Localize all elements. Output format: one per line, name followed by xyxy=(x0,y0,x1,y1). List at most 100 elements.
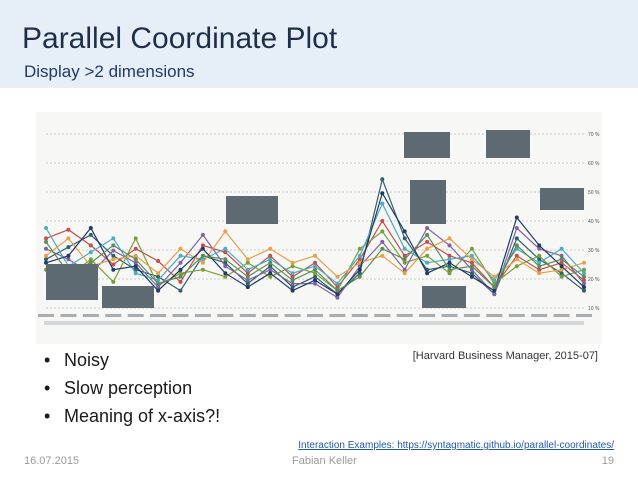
figure-series-point xyxy=(537,257,542,262)
figure-axis-label-mark xyxy=(374,314,391,317)
figure-y-tick-label: 70 % xyxy=(588,132,600,138)
figure-series-point xyxy=(44,239,48,244)
figure-series-point xyxy=(357,274,362,279)
figure-series-point xyxy=(447,257,452,262)
figure-series-point xyxy=(223,250,228,255)
figure-callout-box xyxy=(404,132,450,158)
figure-series-point xyxy=(402,260,407,265)
figure-series-point xyxy=(290,274,295,279)
figure-axis-label-mark xyxy=(150,314,167,317)
figure-series-point xyxy=(380,246,385,251)
figure-series-point xyxy=(313,253,317,258)
figure-series-point xyxy=(290,271,295,276)
figure-series-point xyxy=(335,292,340,297)
figure-series-point xyxy=(357,267,362,272)
figure-series-point xyxy=(559,271,564,276)
parallel-coordinates-figure: 70 % 60 % 50 % 40 % 30 % 20 % 10 % xyxy=(36,112,602,344)
figure-axis-label-mark xyxy=(441,314,458,317)
figure-series-point xyxy=(514,264,519,269)
figure-series-point xyxy=(245,260,250,265)
figure-series-point xyxy=(178,246,183,251)
figure-series-point xyxy=(537,243,542,248)
figure-series-point xyxy=(223,229,228,234)
figure-series-point xyxy=(44,236,48,241)
figure-series-point xyxy=(268,271,273,276)
interaction-examples-link[interactable]: Interaction Examples: https://syntagmati… xyxy=(298,440,614,451)
figure-series-point xyxy=(335,288,340,293)
figure-series-point xyxy=(88,243,93,248)
figure-series-point xyxy=(357,257,362,262)
figure-series-point xyxy=(66,236,71,241)
figure-axis-label-mark xyxy=(105,314,122,317)
figure-series-point xyxy=(245,274,250,279)
figure-series-point xyxy=(156,271,161,276)
figure-series-point xyxy=(335,274,340,279)
figure-series-point xyxy=(335,281,340,286)
figure-axis-label-mark xyxy=(351,314,368,317)
figure-axis-label-mark xyxy=(508,314,525,317)
figure-series-point xyxy=(447,271,452,276)
figure-axis-label-mark xyxy=(194,314,211,317)
figure-citation: [Harvard Business Manager, 2015-07] xyxy=(412,350,598,362)
figure-series-point xyxy=(111,257,116,262)
figure-series-point xyxy=(178,260,183,265)
figure-series-point xyxy=(268,246,273,251)
slide-title: Parallel Coordinate Plot xyxy=(22,22,338,55)
figure-series-point xyxy=(133,236,138,241)
figure-series-point xyxy=(447,236,452,241)
figure-y-tick-label: 10 % xyxy=(588,306,600,312)
figure-series-point xyxy=(492,285,497,290)
figure-series-point xyxy=(200,260,205,265)
figure-y-tick-label: 20 % xyxy=(588,277,600,283)
figure-series-point xyxy=(469,260,474,265)
slide-subtitle: Display >2 dimensions xyxy=(24,62,195,81)
figure-series-point xyxy=(111,262,116,267)
figure-axis-labels xyxy=(38,314,592,317)
figure-series-point xyxy=(582,271,586,276)
figure-series-point xyxy=(133,260,138,265)
figure-series-point xyxy=(447,243,452,248)
bullet-item: Slow perception xyxy=(44,374,220,402)
figure-series-point xyxy=(223,271,228,276)
figure-series-point xyxy=(178,288,183,293)
figure-y-ticks: 70 % 60 % 50 % 40 % 30 % 20 % 10 % xyxy=(588,132,600,312)
figure-y-tick-label: 60 % xyxy=(588,161,600,167)
figure-series-point xyxy=(537,267,542,272)
figure-series-point xyxy=(133,253,138,258)
figure-axis-label-mark xyxy=(576,314,592,317)
figure-series-point xyxy=(402,229,407,234)
figure-axis-label-mark xyxy=(239,314,256,317)
figure-series-point xyxy=(245,281,250,286)
figure-series-point xyxy=(447,267,452,272)
figure-series-point xyxy=(200,257,205,262)
figure-series-point xyxy=(357,260,362,265)
figure-series-point xyxy=(582,285,586,290)
figure-series-point xyxy=(425,232,430,237)
figure-series-point xyxy=(514,226,519,230)
figure-series-point xyxy=(178,274,183,279)
figure-series-point xyxy=(469,264,474,269)
figure-series-point xyxy=(537,246,542,251)
figure-series-point xyxy=(245,278,250,283)
figure-series-point xyxy=(492,288,497,293)
figure-series-point xyxy=(514,243,519,248)
figure-y-tick-label: 40 % xyxy=(588,219,600,225)
figure-series-point xyxy=(357,246,362,251)
figure-series-point xyxy=(88,250,93,255)
figure-series-point xyxy=(111,236,116,241)
figure-series-point xyxy=(44,260,48,265)
figure-series-point xyxy=(559,274,564,279)
figure-series-point xyxy=(200,246,205,251)
figure-series-point xyxy=(313,271,317,276)
bullet-item: Meaning of x-axis?! xyxy=(44,402,220,430)
figure-series-point xyxy=(380,177,385,182)
figure-series-point xyxy=(469,253,474,258)
figure-series-lines xyxy=(44,177,586,300)
figure-axis-label-mark xyxy=(531,314,548,317)
figure-series-point xyxy=(380,201,385,206)
figure-series-point xyxy=(469,257,474,262)
figure-series-point xyxy=(178,279,183,284)
figure-series-point xyxy=(178,271,183,276)
figure-series-point xyxy=(313,281,317,286)
figure-axis-label-mark xyxy=(486,314,503,317)
